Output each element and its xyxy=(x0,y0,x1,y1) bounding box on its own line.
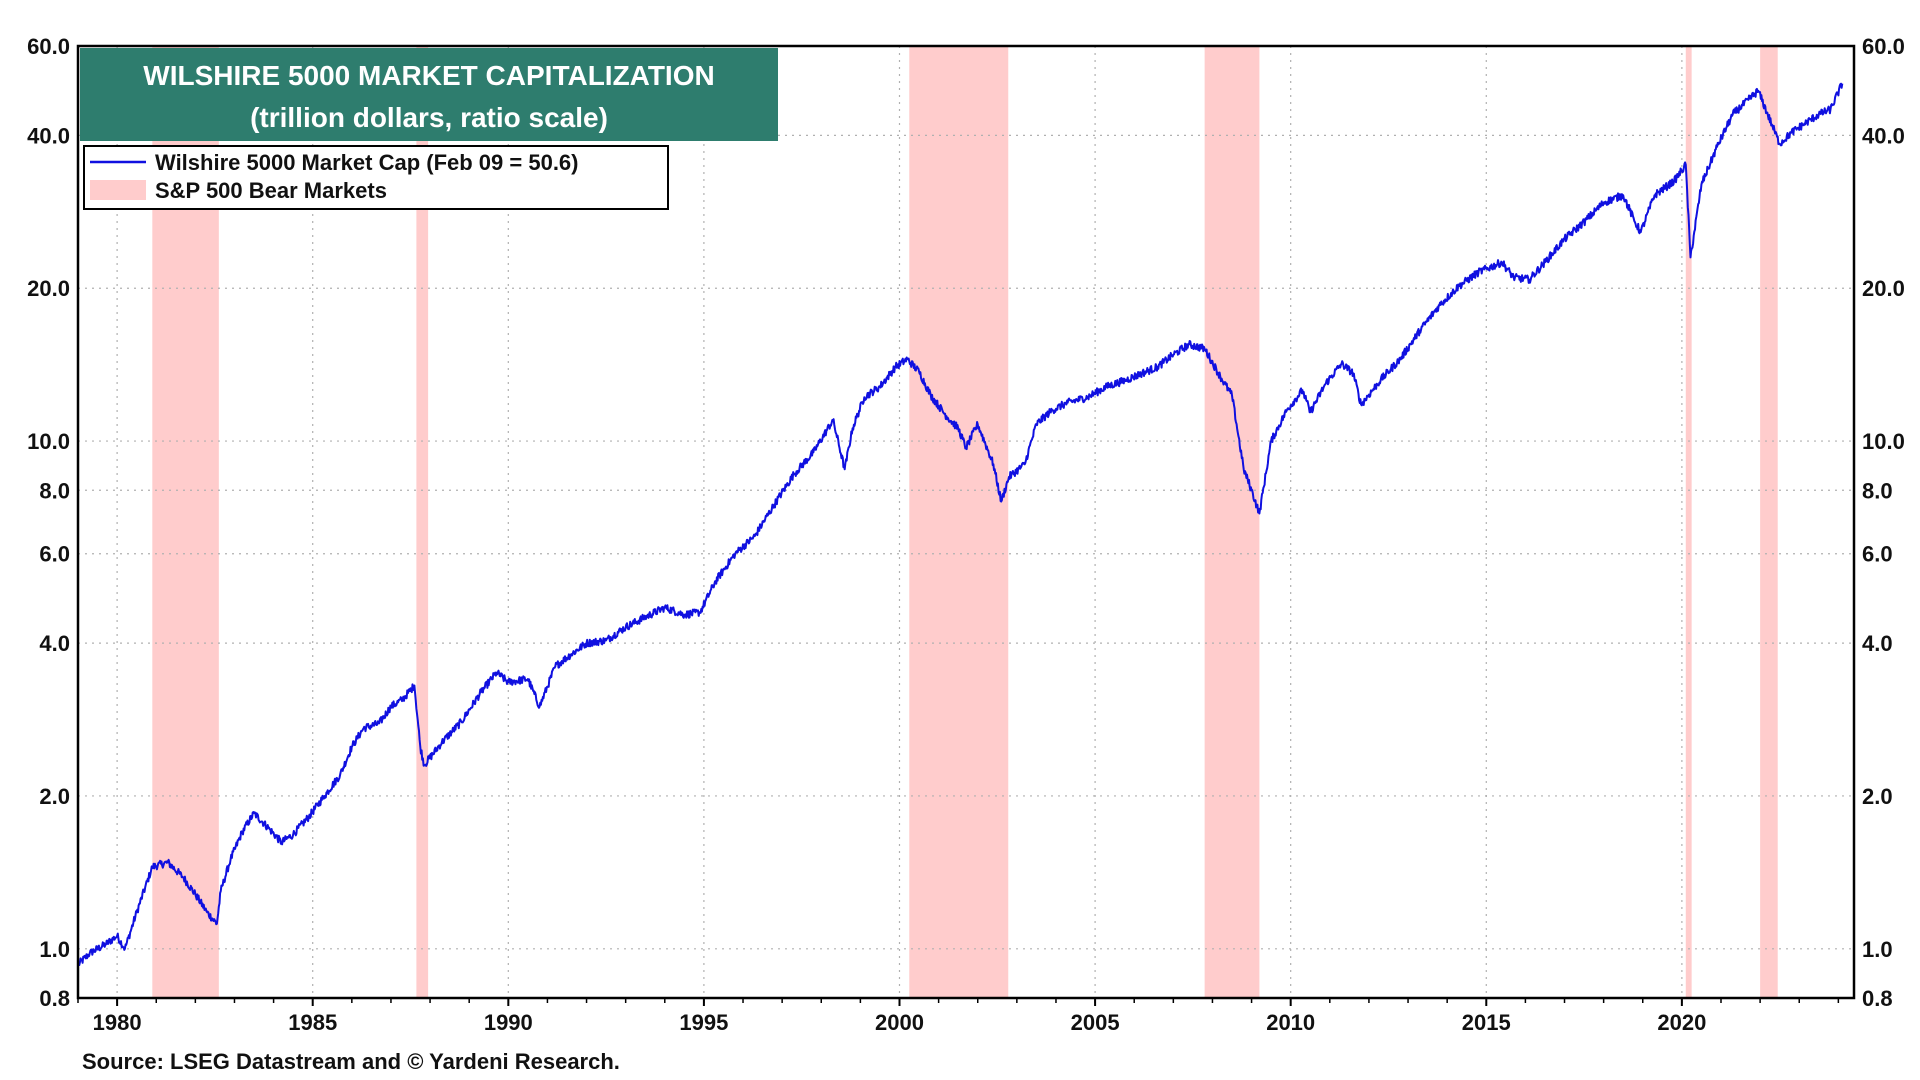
x-tick-label: 2000 xyxy=(875,1010,924,1035)
x-tick-label: 1985 xyxy=(288,1010,337,1035)
bear-band-4 xyxy=(1204,46,1260,998)
y-tick-label-right: 10.0 xyxy=(1862,429,1905,454)
y-tick-label-left: 0.8 xyxy=(39,986,70,1011)
chart-title-box: WILSHIRE 5000 MARKET CAPITALIZATION (tri… xyxy=(80,48,778,141)
y-tick-label-right: 1.0 xyxy=(1862,937,1893,962)
x-tick-label: 2005 xyxy=(1071,1010,1120,1035)
gridlines xyxy=(78,46,1854,998)
y-tick-label-left: 40.0 xyxy=(27,123,70,148)
bear-band-5 xyxy=(1685,46,1692,998)
y-tick-label-left: 20.0 xyxy=(27,276,70,301)
bear-band-2 xyxy=(416,46,429,998)
x-tick-label: 1980 xyxy=(93,1010,142,1035)
legend-label-series: Wilshire 5000 Market Cap (Feb 09 = 50.6) xyxy=(155,150,579,175)
bear-band-3 xyxy=(909,46,1009,998)
bear-band-6 xyxy=(1760,46,1778,998)
y-tick-label-right: 40.0 xyxy=(1862,123,1905,148)
y-tick-label-left: 1.0 xyxy=(39,937,70,962)
y-tick-label-left: 8.0 xyxy=(39,478,70,503)
y-tick-label-right: 2.0 xyxy=(1862,784,1893,809)
y-tick-label-right: 60.0 xyxy=(1862,34,1905,59)
y-tick-label-right: 8.0 xyxy=(1862,478,1893,503)
series-layer xyxy=(77,82,1844,966)
y-tick-label-right: 6.0 xyxy=(1862,542,1893,567)
x-tick-label: 2010 xyxy=(1266,1010,1315,1035)
chart-title: WILSHIRE 5000 MARKET CAPITALIZATION xyxy=(143,60,714,91)
y-tick-label-left: 2.0 xyxy=(39,784,70,809)
y-tick-label-left: 4.0 xyxy=(39,631,70,656)
x-tick-label: 1995 xyxy=(679,1010,728,1035)
legend-band-swatch xyxy=(90,180,146,200)
legend: Wilshire 5000 Market Cap (Feb 09 = 50.6)… xyxy=(83,145,669,210)
plot-frame xyxy=(76,44,1856,1000)
title-background xyxy=(80,48,778,141)
source-note: Source: LSEG Datastream and © Yardeni Re… xyxy=(82,1049,620,1074)
y-tick-label-right: 4.0 xyxy=(1862,631,1893,656)
y-tick-label-left: 60.0 xyxy=(27,34,70,59)
series-line-1 xyxy=(77,82,1844,966)
x-tick-label: 2020 xyxy=(1657,1010,1706,1035)
chart-subtitle: (trillion dollars, ratio scale) xyxy=(250,102,608,133)
x-tick-label: 2015 xyxy=(1462,1010,1511,1035)
y-tick-label-left: 10.0 xyxy=(27,429,70,454)
y-tick-label-right: 0.8 xyxy=(1862,986,1893,1011)
legend-box xyxy=(83,145,669,210)
axis-ticks: 1980 1985 1990 1995 2000 2005 2010 2015 2020 0.8 0… xyxy=(27,34,1905,1035)
legend-label-bear: S&P 500 Bear Markets xyxy=(155,178,387,203)
x-tick-label: 1990 xyxy=(484,1010,533,1035)
y-tick-label-right: 20.0 xyxy=(1862,276,1905,301)
y-tick-label-left: 6.0 xyxy=(39,542,70,567)
